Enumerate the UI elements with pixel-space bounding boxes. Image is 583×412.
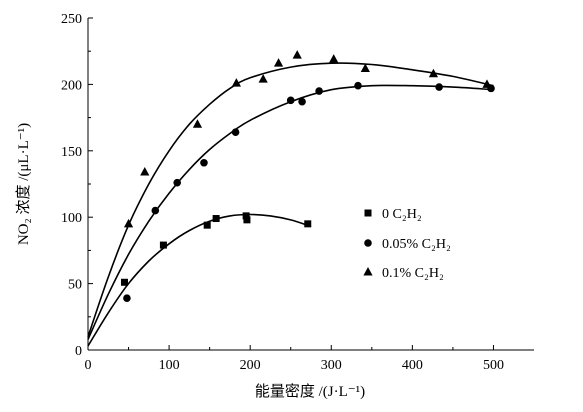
series-2-point xyxy=(428,68,439,78)
series-2-point xyxy=(360,63,370,72)
series-1-point xyxy=(123,294,131,303)
legend-marker-1 xyxy=(364,239,372,247)
series-1-point xyxy=(315,87,323,95)
series-2-point xyxy=(140,167,150,176)
legend-label-1: 0.05% C₂H₂ xyxy=(382,237,451,252)
y-tick-label: 50 xyxy=(68,278,82,293)
x-axis-label: 能量密度 /(J·L⁻¹) xyxy=(255,383,365,400)
series-1-point xyxy=(151,206,160,215)
series-0-point xyxy=(120,278,128,286)
series-2-point xyxy=(273,58,284,67)
series-1-point xyxy=(298,97,306,106)
series-2-point xyxy=(123,218,134,228)
legend-marker-2 xyxy=(363,267,373,276)
series-1-point xyxy=(354,81,362,90)
y-tick-label: 250 xyxy=(61,12,82,27)
series-0-point xyxy=(243,216,251,224)
series-1-point xyxy=(200,158,208,167)
x-tick-label: 400 xyxy=(402,358,423,373)
data-points xyxy=(120,50,495,303)
y-tick-label: 100 xyxy=(61,211,82,226)
series-1-fit-curve xyxy=(87,84,494,340)
legend-label-0: 0 C₂H₂ xyxy=(382,207,422,222)
series-0-point xyxy=(212,215,220,223)
series-0-point xyxy=(159,241,167,249)
series-1-point xyxy=(286,96,295,105)
y-tick-label: 200 xyxy=(61,78,82,93)
x-tick-label: 500 xyxy=(483,358,504,373)
series-1-point xyxy=(435,83,443,91)
y-tick-label: 150 xyxy=(61,145,82,160)
series-2-point xyxy=(192,119,203,128)
x-tick-label: 300 xyxy=(321,358,342,373)
series-1-point xyxy=(173,178,181,187)
fit-curves xyxy=(87,62,494,347)
series-0-point xyxy=(242,212,250,220)
series-0-fit-curve xyxy=(87,213,312,347)
x-tick-label: 100 xyxy=(159,358,180,373)
legend-label-2: 0.1% C₂H₂ xyxy=(382,266,444,281)
series-1-point xyxy=(231,128,240,137)
legend: 0 C₂H₂ 0.05% C₂H₂ 0.1% C₂H₂ xyxy=(363,207,451,281)
x-tick-label: 0 xyxy=(85,358,92,373)
series-2-point xyxy=(231,78,241,87)
legend-marker-0 xyxy=(364,209,372,217)
x-tick-label: 200 xyxy=(240,358,261,373)
series-2-fit-curve xyxy=(87,62,494,337)
axes: 0 100 200 300 400 500 0 50 100 150 200 250 xyxy=(61,12,534,373)
series-0-point xyxy=(203,221,211,229)
series-2-point xyxy=(482,79,492,88)
series-2-point xyxy=(329,54,339,63)
series-0-point xyxy=(304,220,312,228)
series-2-point xyxy=(292,50,302,59)
series-2-point xyxy=(258,74,268,83)
y-axis-label: NO₂ 浓度 /(μL·L⁻¹) xyxy=(15,123,32,245)
y-tick-label: 0 xyxy=(75,344,82,359)
